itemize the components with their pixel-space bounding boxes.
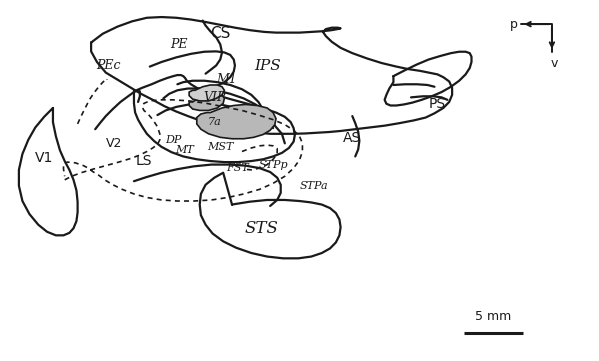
Text: p: p [510, 18, 518, 31]
Text: STS: STS [244, 220, 279, 237]
Text: 7a: 7a [207, 117, 221, 127]
Text: PEc: PEc [96, 59, 121, 72]
Text: VIP: VIP [203, 91, 226, 104]
Text: DP: DP [165, 135, 181, 145]
Text: CS: CS [210, 26, 231, 41]
Text: V2: V2 [107, 137, 123, 150]
Text: PS: PS [429, 97, 446, 112]
Text: 5 mm: 5 mm [475, 310, 512, 323]
Text: V1: V1 [35, 151, 53, 165]
Text: STPa: STPa [300, 181, 328, 191]
Text: STPp: STPp [258, 160, 288, 170]
Text: v: v [550, 57, 558, 70]
Polygon shape [189, 85, 225, 101]
Text: M1: M1 [216, 73, 237, 86]
Text: IPS: IPS [254, 58, 280, 73]
Text: MT: MT [176, 145, 195, 156]
Text: AS: AS [343, 131, 361, 145]
Polygon shape [189, 94, 225, 110]
Polygon shape [196, 104, 276, 139]
Text: FST: FST [226, 163, 249, 173]
Text: MST: MST [207, 142, 234, 152]
Text: LS: LS [136, 154, 152, 168]
Text: PE: PE [170, 38, 188, 51]
